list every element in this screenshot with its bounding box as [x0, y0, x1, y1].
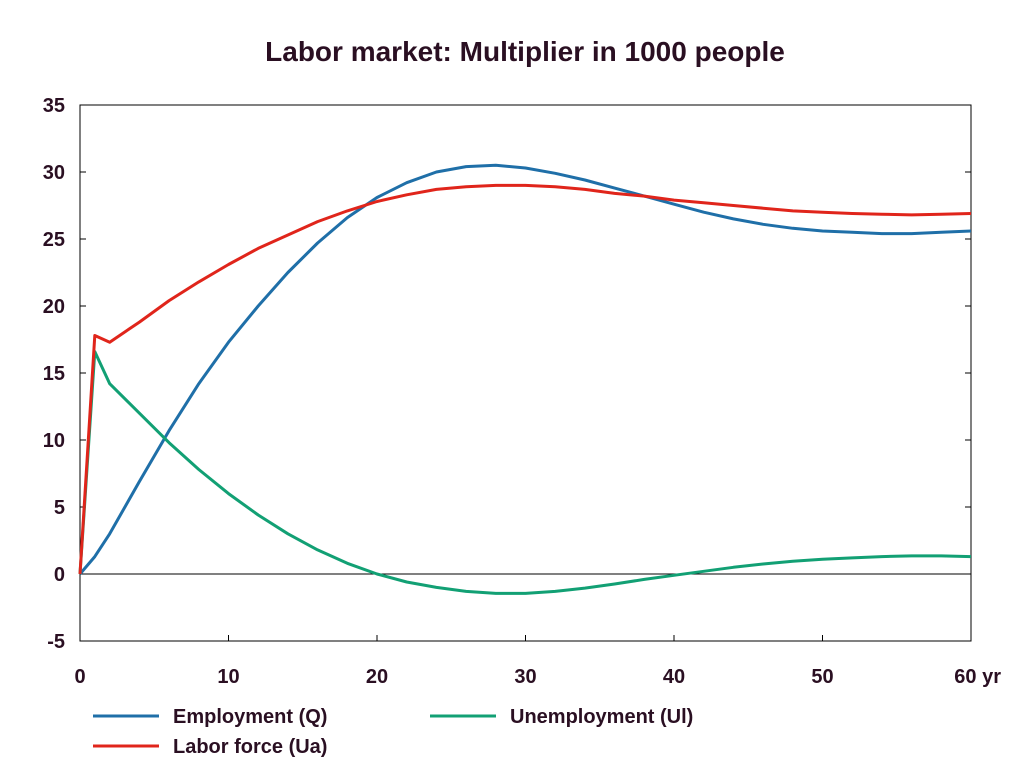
y-tick-label: 15 — [43, 363, 65, 385]
series-line-3 — [78, 183, 972, 575]
x-tick-label: 30 — [514, 666, 536, 688]
legend-label-2: Unemployment (Ul) — [510, 706, 693, 728]
y-tick-label: 25 — [43, 229, 65, 251]
y-tick-label: 20 — [43, 296, 65, 318]
legend-label-1: Employment (Q) — [173, 706, 327, 728]
y-tick-label: 10 — [43, 430, 65, 452]
y-tick-label: -5 — [47, 631, 65, 653]
x-tick-label: 60 yr — [954, 666, 1001, 688]
legend-label-3: Labor force (Ua) — [173, 736, 327, 758]
series-line-2 — [78, 350, 972, 595]
x-tick-label: 0 — [74, 666, 85, 688]
x-tick-label: 50 — [811, 666, 833, 688]
series-layer — [78, 163, 972, 595]
y-tick-label: 35 — [43, 95, 65, 117]
legend: Employment (Q) Unemployment (Ul) Labor for… — [93, 706, 693, 758]
y-tick-label: 30 — [43, 162, 65, 184]
y-tick-label: 0 — [54, 564, 65, 586]
x-tick-label: 20 — [366, 666, 388, 688]
chart-title: Labor market: Multiplier in 1000 people — [265, 36, 785, 67]
x-tick-label: 10 — [217, 666, 239, 688]
x-tick-label: 40 — [663, 666, 685, 688]
series-line-1 — [78, 163, 972, 575]
y-tick-label: 5 — [54, 497, 65, 519]
